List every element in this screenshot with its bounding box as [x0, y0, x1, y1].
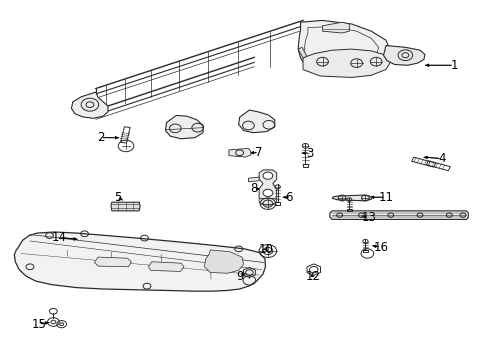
Polygon shape [228, 148, 250, 157]
Polygon shape [303, 49, 390, 77]
Polygon shape [329, 211, 468, 220]
Polygon shape [148, 262, 183, 271]
Text: 7: 7 [255, 146, 263, 159]
Polygon shape [298, 21, 390, 76]
Polygon shape [204, 250, 243, 273]
Text: 1: 1 [449, 59, 457, 72]
Circle shape [263, 189, 272, 197]
Text: 11: 11 [378, 191, 393, 204]
Circle shape [263, 172, 272, 179]
Text: 6: 6 [284, 191, 291, 204]
Polygon shape [94, 257, 131, 267]
Polygon shape [248, 177, 259, 182]
Polygon shape [14, 232, 265, 291]
Polygon shape [259, 199, 276, 205]
Text: 3: 3 [306, 147, 313, 159]
Text: 4: 4 [437, 152, 445, 165]
Polygon shape [298, 47, 306, 58]
Polygon shape [111, 202, 140, 211]
Text: 8: 8 [250, 182, 257, 195]
Polygon shape [322, 22, 348, 33]
Polygon shape [71, 92, 108, 118]
Text: 12: 12 [305, 270, 320, 283]
Text: 15: 15 [31, 318, 46, 331]
Text: 10: 10 [259, 243, 273, 256]
Text: 5: 5 [114, 191, 121, 204]
Text: 9: 9 [235, 270, 243, 283]
Text: 14: 14 [52, 231, 66, 244]
Polygon shape [383, 45, 424, 65]
Text: 16: 16 [373, 240, 388, 253]
Polygon shape [259, 170, 276, 202]
Polygon shape [331, 195, 370, 201]
Text: 13: 13 [361, 211, 375, 224]
Text: 2: 2 [97, 131, 104, 144]
Polygon shape [238, 110, 274, 133]
Polygon shape [165, 116, 203, 139]
